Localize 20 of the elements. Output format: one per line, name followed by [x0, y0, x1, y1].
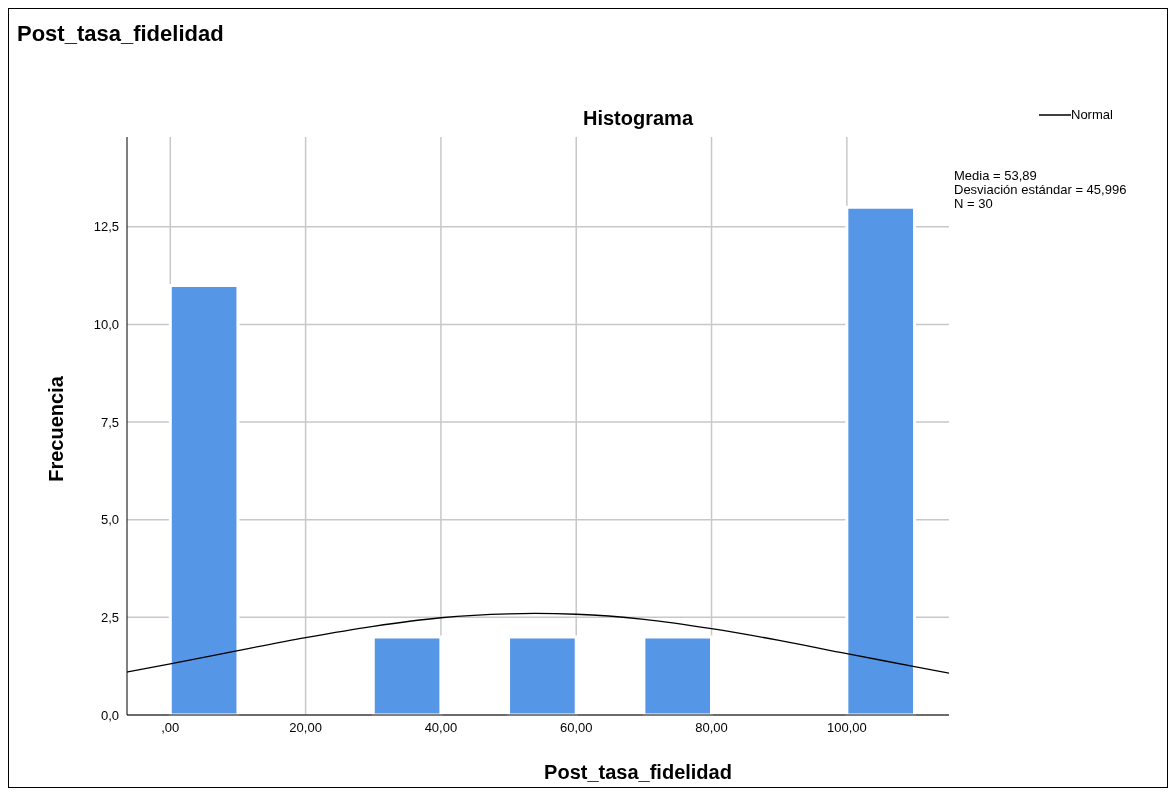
- y-tick-label: 5,0: [100, 512, 119, 528]
- y-tick-label: 0,0: [100, 707, 119, 723]
- chart-title: Post_tasa_fidelidad: [17, 21, 224, 47]
- x-tick-label: 20,00: [289, 720, 322, 736]
- x-tick-label: 80,00: [695, 720, 728, 736]
- x-tick-label: ,00: [161, 720, 180, 736]
- y-tick-label: 2,5: [100, 609, 119, 625]
- y-tick-label: 10,0: [93, 317, 119, 333]
- text: Desviación estándar = 45,996: [954, 182, 1127, 197]
- legend-label: Normal: [1071, 107, 1113, 122]
- y-axis-title: Frecuencia: [44, 376, 68, 482]
- x-tick-label: 40,00: [424, 720, 458, 736]
- y-tick-label: 7,5: [100, 414, 119, 430]
- text: N = 30: [954, 196, 994, 211]
- y-tick-label: 12,5: [93, 219, 119, 235]
- x-axis-title: Post_tasa_fidelidad: [543, 761, 733, 784]
- x-tick-label: 60,00: [559, 720, 593, 736]
- chart-subtitle: Histograma: [582, 107, 694, 129]
- text: Media = 53,89: [954, 168, 1038, 183]
- x-tick-label: 100,00: [826, 720, 867, 736]
